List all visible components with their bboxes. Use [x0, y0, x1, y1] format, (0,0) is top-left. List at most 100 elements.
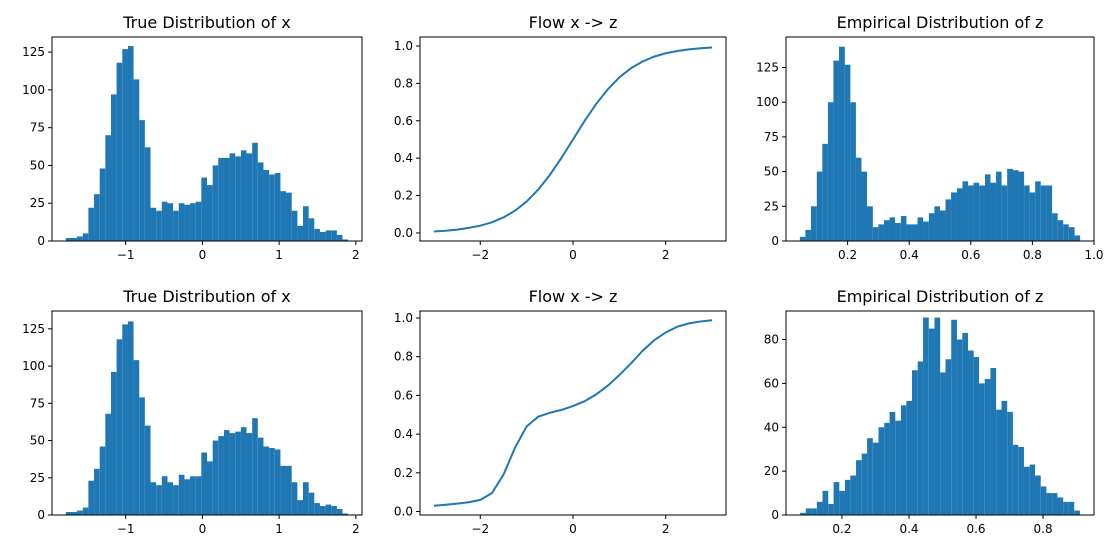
bar	[246, 433, 253, 515]
bar	[111, 372, 117, 515]
x-tick-label: 0.4	[899, 522, 918, 536]
axes-frame	[419, 310, 727, 516]
bar	[122, 324, 128, 515]
bar	[917, 361, 924, 515]
bar	[968, 185, 974, 241]
x-tick-label: −1	[117, 522, 135, 536]
bar	[314, 228, 320, 241]
y-tick-label: 75	[764, 130, 779, 144]
bar	[240, 150, 247, 241]
bar	[274, 449, 281, 515]
bar	[1035, 475, 1041, 515]
y-tick-label: 1.0	[394, 311, 413, 325]
bar	[269, 447, 275, 515]
bar	[838, 46, 845, 241]
bar	[1012, 444, 1019, 515]
bar	[928, 328, 935, 515]
bar	[336, 509, 343, 515]
bar	[940, 210, 946, 241]
y-tick-label: 1.0	[394, 39, 413, 53]
bar	[867, 438, 873, 515]
bar	[71, 237, 78, 241]
bar	[850, 475, 857, 515]
x-tick-label: −2	[471, 522, 489, 536]
x-tick-label: 0.2	[838, 248, 857, 262]
bar	[1068, 501, 1075, 515]
bar	[1007, 168, 1013, 241]
x-tick-label: −2	[471, 248, 489, 262]
bar	[1046, 185, 1053, 241]
bar	[934, 206, 940, 241]
panel: Empirical Distribution of z 0.2 0.4 0.6 0.8 0…	[764, 287, 1095, 536]
x-tick-label: 0.4	[900, 248, 919, 262]
bar	[799, 236, 806, 241]
bar	[945, 199, 952, 241]
bar	[1018, 171, 1025, 241]
bar	[286, 465, 292, 515]
bar	[1029, 192, 1036, 241]
panel: Empirical Distribution of z 0.2 0.4 0.6 0.8 1…	[756, 13, 1103, 262]
y-tick-label: 80	[764, 333, 779, 347]
bar	[263, 169, 270, 241]
bar	[856, 460, 862, 515]
y-tick-label: 125	[22, 322, 45, 336]
bar	[900, 405, 907, 515]
y-tick-label: 75	[30, 121, 45, 135]
bar	[99, 446, 106, 515]
bar	[144, 425, 151, 515]
bar	[77, 236, 83, 241]
y-tick-label: 125	[22, 45, 45, 59]
bar	[973, 357, 980, 515]
bar	[280, 191, 287, 241]
bar	[65, 237, 72, 241]
bar	[144, 147, 151, 241]
bar	[105, 413, 112, 515]
bar	[161, 476, 168, 515]
bar	[212, 440, 219, 515]
bar	[1046, 493, 1053, 515]
bar	[833, 60, 839, 242]
bar	[1052, 493, 1058, 515]
y-tick-label: 0.6	[394, 388, 413, 402]
bar	[900, 216, 907, 241]
bar	[139, 120, 145, 241]
bar	[274, 173, 281, 241]
bar	[1029, 464, 1036, 515]
y-tick-label: 0	[771, 234, 779, 248]
bar	[861, 171, 868, 241]
bar	[1012, 170, 1019, 241]
bar	[923, 221, 929, 241]
bar	[77, 510, 83, 515]
y-tick-label: 100	[22, 83, 45, 97]
bar	[325, 230, 332, 241]
bar	[240, 427, 247, 515]
bar	[139, 397, 145, 515]
bar	[996, 409, 1002, 515]
bar	[223, 430, 230, 515]
bar	[133, 79, 140, 241]
bar	[319, 506, 326, 515]
bar	[979, 185, 985, 241]
panel-title: Empirical Distribution of z	[837, 13, 1044, 32]
bar	[895, 222, 901, 241]
bar	[861, 453, 868, 515]
bar	[207, 185, 213, 241]
bar	[105, 135, 112, 241]
bar	[212, 165, 219, 241]
bar	[223, 157, 230, 241]
x-tick-label: 2	[352, 248, 360, 262]
bar	[833, 482, 840, 515]
bar	[297, 225, 303, 241]
bar	[889, 217, 896, 241]
bar	[822, 490, 829, 515]
bar	[88, 207, 95, 241]
axes-frame	[785, 36, 1095, 242]
bar	[195, 201, 202, 241]
bar	[291, 482, 298, 515]
y-tick-label: 0	[37, 508, 45, 522]
bar	[218, 157, 224, 241]
bar	[1024, 185, 1030, 241]
y-tick-label: 25	[30, 196, 45, 210]
y-tick-label: 25	[764, 199, 779, 213]
